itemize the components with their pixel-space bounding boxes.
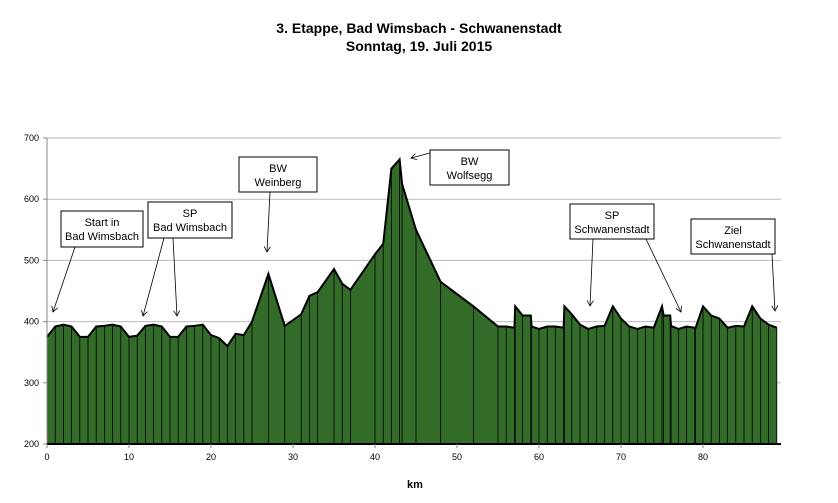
annotation-label: SP <box>605 210 620 222</box>
annotation-label: Schwanenstadt <box>574 224 649 236</box>
x-tick-label: 80 <box>698 452 708 462</box>
chart-title: 3. Etappe, Bad Wimsbach - Schwanenstadt <box>276 20 562 36</box>
x-tick-label: 50 <box>452 452 462 462</box>
annotation-label: Bad Wimsbach <box>153 222 227 234</box>
annotation-box <box>60 210 144 248</box>
elevation-line <box>46 157 778 348</box>
annotation-label: Weinberg <box>255 177 302 189</box>
annotation-label: Start in <box>85 217 120 229</box>
annotation-box <box>147 201 233 239</box>
annotation-box <box>429 149 510 186</box>
x-tick-label: 60 <box>534 452 544 462</box>
annotation-label: Ziel <box>724 225 742 237</box>
annotation-arrow <box>143 237 165 316</box>
elevation-area <box>47 159 777 445</box>
annotation-box <box>690 218 776 255</box>
annotation-label: BW <box>461 156 479 168</box>
chart-subtitle: Sonntag, 19. Juli 2015 <box>345 38 493 54</box>
annotation-label: Schwanenstadt <box>695 239 770 251</box>
annotation-label: SP <box>183 208 198 220</box>
annotation-arrow <box>772 253 775 311</box>
y-tick-label: 300 <box>24 378 39 388</box>
x-tick-label: 30 <box>288 452 298 462</box>
annotation-box <box>238 156 318 193</box>
annotation-arrow <box>411 152 431 158</box>
y-tick-label: 600 <box>24 194 39 204</box>
annotation-label: Wolfsegg <box>447 170 493 182</box>
annotation-label: BW <box>269 163 287 175</box>
y-tick-label: 400 <box>24 317 39 327</box>
y-tick-label: 500 <box>24 255 39 265</box>
y-tick-label: 700 <box>24 133 39 143</box>
y-tick-label: 200 <box>24 439 39 449</box>
x-tick-label: 20 <box>206 452 216 462</box>
annotation-arrow <box>645 238 681 312</box>
x-axis-label: km <box>407 479 423 491</box>
annotation-arrow <box>590 238 593 306</box>
annotation-arrow <box>267 191 270 252</box>
x-tick-label: 0 <box>44 452 49 462</box>
annotation-box <box>569 203 655 240</box>
x-tick-label: 40 <box>370 452 380 462</box>
x-tick-label: 70 <box>616 452 626 462</box>
annotation-label: Bad Wimsbach <box>65 231 139 243</box>
annotation-arrow <box>172 237 177 316</box>
x-tick-label: 10 <box>124 452 134 462</box>
annotation-arrow <box>53 246 76 312</box>
